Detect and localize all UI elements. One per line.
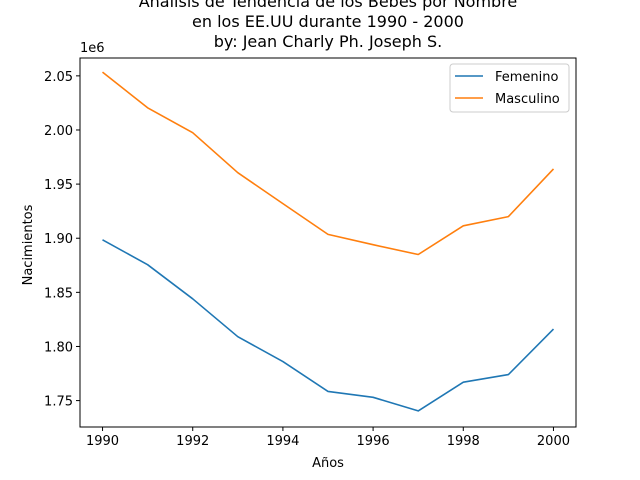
- x-tick-label: 1992: [176, 434, 209, 449]
- chart-title-line-1: Análisis de Tendencia de los Bebes por N…: [138, 0, 518, 11]
- y-tick-label: 1.85: [44, 286, 73, 301]
- y-tick-label: 1.75: [44, 395, 73, 410]
- legend: Femenino Masculino: [449, 63, 570, 113]
- chart-title-line-2: en los EE.UU durante 1990 - 2000: [192, 12, 464, 31]
- y-tick-label: 1.80: [44, 340, 73, 355]
- plot-frame: [79, 57, 577, 428]
- legend-label-masculino: Masculino: [495, 92, 560, 107]
- y-axis-label: Nacimientos: [21, 204, 36, 285]
- chart-title-line-3: by: Jean Charly Ph. Joseph S.: [213, 32, 443, 51]
- x-tick-label: 2000: [537, 434, 570, 449]
- plot-lines: [102, 71, 555, 412]
- x-tick-label: 1996: [357, 434, 390, 449]
- x-tick-label: 1998: [447, 434, 480, 449]
- y-tick-label: 2.05: [44, 70, 73, 85]
- y-axis: 1.75 1.80 1.85 1.90 1.95 2.00 2.05: [44, 70, 80, 410]
- series-line-femenino: [102, 239, 555, 412]
- y-tick-label: 1.95: [44, 178, 73, 193]
- y-tick-label: 2.00: [44, 124, 73, 139]
- y-offset-label: 1e6: [80, 41, 105, 56]
- legend-label-femenino: Femenino: [495, 70, 559, 85]
- x-axis-label: Años: [312, 456, 344, 471]
- x-axis: 1990 1992 1994 1996 1998 2000: [86, 427, 570, 449]
- series-line-masculino: [102, 71, 555, 256]
- x-tick-label: 1990: [86, 434, 119, 449]
- y-tick-label: 1.90: [44, 232, 73, 247]
- x-tick-label: 1994: [266, 434, 299, 449]
